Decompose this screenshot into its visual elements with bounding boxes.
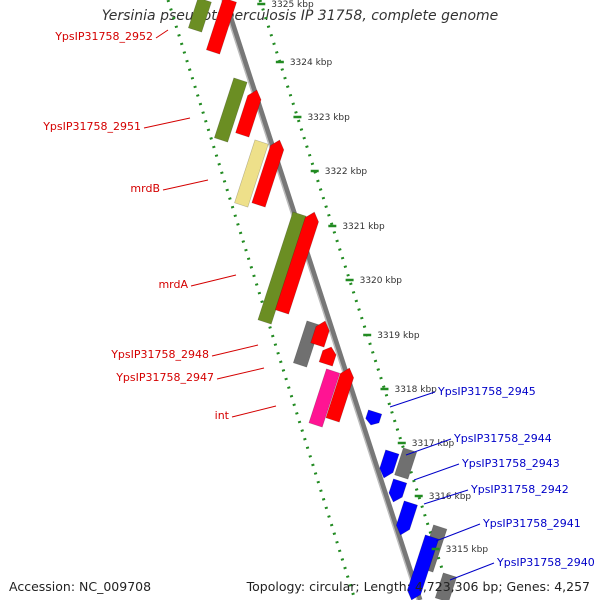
leader-line [413, 463, 460, 481]
gene-label-left[interactable]: YpsIP31758_2952 [54, 30, 153, 43]
cds-block-2940[interactable] [434, 572, 458, 600]
gene-label-right[interactable]: YpsIP31758_2944 [453, 432, 552, 445]
gene-label-left[interactable]: YpsIP31758_2948 [110, 348, 209, 361]
cds-block-2952[interactable] [187, 0, 212, 33]
gene-arrow-2943[interactable] [387, 478, 408, 504]
gene-label-left[interactable]: YpsIP31758_2947 [115, 371, 214, 384]
gene-label-left[interactable]: int [215, 409, 230, 422]
tick-label: 3319 kbp [377, 331, 420, 341]
gene-arrow-mrdB[interactable] [251, 138, 286, 208]
leader-line [423, 489, 469, 505]
cds-block-2944[interactable] [394, 447, 418, 480]
gene-arrow-mrdA[interactable] [274, 210, 321, 315]
gene-label-left[interactable]: YpsIP31758_2951 [42, 120, 141, 133]
cds-block-mrdB[interactable] [234, 139, 269, 208]
leader-line [216, 367, 265, 380]
gene-label-left[interactable]: mrdB [130, 182, 160, 195]
leader-line [143, 117, 191, 129]
gene-arrow-2948b[interactable] [318, 345, 338, 367]
gene-label-right[interactable]: YpsIP31758_2940 [496, 556, 595, 569]
leader-line [155, 29, 169, 39]
tick-label: 3316 kbp [429, 492, 472, 502]
cds-block-2948[interactable] [292, 320, 321, 368]
cds-block-int[interactable] [308, 368, 341, 428]
tick-label: 3322 kbp [325, 167, 368, 177]
leader-line [231, 405, 277, 418]
gene-label-left[interactable]: mrdA [158, 278, 188, 291]
genome-backbone-highlight [221, 0, 418, 600]
tick-label: 3315 kbp [446, 545, 489, 555]
gene-arrow-2951[interactable] [235, 88, 264, 138]
tick-label: 3320 kbp [360, 276, 403, 286]
cds-block-2951[interactable] [213, 77, 248, 143]
gene-arrow-2947[interactable] [325, 366, 356, 423]
topology-text: Topology: circular; Length: 4,723,306 bp… [246, 579, 590, 594]
tick-label: 3321 kbp [342, 222, 385, 232]
leader-line [162, 179, 209, 191]
leader-line [435, 523, 481, 542]
tick-label: 3317 kbp [412, 439, 455, 449]
leader-line [405, 438, 452, 456]
tick-label: 3324 kbp [290, 58, 333, 68]
gene-arrow-2944[interactable] [377, 449, 400, 480]
leader-line [190, 274, 237, 287]
cds-block-mrdA[interactable] [257, 211, 307, 325]
inner-dotted-track [166, 0, 357, 600]
leader-line [211, 344, 259, 357]
gene-label-right[interactable]: YpsIP31758_2942 [470, 483, 569, 496]
leader-line [449, 562, 495, 581]
leader-line [389, 391, 436, 408]
genome-backbone [222, 0, 423, 600]
gene-label-right[interactable]: YpsIP31758_2941 [482, 517, 581, 530]
tick-label: 3325 kbp [271, 0, 314, 10]
gene-arrow-2941[interactable] [405, 534, 440, 600]
gene-arrow-2942[interactable] [394, 500, 418, 537]
tick-label: 3318 kbp [394, 385, 437, 395]
gene-arrow-2952[interactable] [205, 0, 237, 55]
accession-text: Accession: NC_009708 [9, 579, 152, 594]
gene-label-right[interactable]: YpsIP31758_2945 [437, 385, 536, 398]
gene-arrow-2948[interactable] [310, 319, 332, 348]
tick-label: 3323 kbp [307, 113, 350, 123]
gene-label-right[interactable]: YpsIP31758_2943 [461, 457, 560, 470]
gene-arrow-2945[interactable] [364, 409, 383, 427]
